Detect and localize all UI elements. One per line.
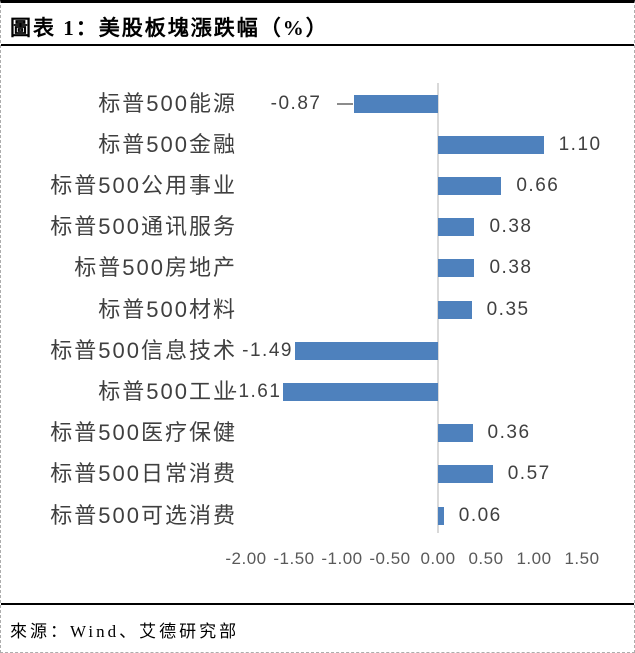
bar xyxy=(438,259,475,278)
value-label: 0.35 xyxy=(486,298,530,320)
category-label: 标普500材料 xyxy=(98,296,237,322)
bar xyxy=(354,94,438,113)
value-label: 0.38 xyxy=(489,257,533,279)
category-label: 标普500日常消费 xyxy=(50,461,237,487)
category-label: 标普500可选消费 xyxy=(50,502,237,528)
x-tick-label: -1.50 xyxy=(273,549,315,568)
value-label: 0.06 xyxy=(458,504,502,526)
x-tick-label: -0.50 xyxy=(369,549,411,568)
category-label: 标普500信息技术 xyxy=(50,337,237,363)
value-label: 1.10 xyxy=(558,133,602,155)
figure-footer: 來源：Wind、艾德研究部 xyxy=(1,603,634,652)
bar xyxy=(438,218,475,237)
x-tick-label: -1.00 xyxy=(321,549,363,568)
bar xyxy=(438,424,473,443)
figure-title: 圖表 1：美股板塊漲跌幅（%） xyxy=(10,16,329,40)
bar xyxy=(438,506,444,525)
x-tick-label: 1.00 xyxy=(516,549,552,568)
value-label: 0.38 xyxy=(489,216,533,238)
category-label: 标普500公用事业 xyxy=(50,172,237,198)
bar-chart: 标普500能源 -0.87 标普500金融 1.10 标普500公用事业 0.66 标普50… xyxy=(1,46,634,603)
value-label: -1.61 xyxy=(230,380,282,402)
source-text: 來源：Wind、艾德研究部 xyxy=(10,622,240,641)
category-label: 标普500工业 xyxy=(98,378,237,404)
label-leader-line xyxy=(337,102,354,105)
x-tick-label: 0.00 xyxy=(420,549,456,568)
x-tick-label: 1.50 xyxy=(564,549,600,568)
category-label: 标普500医疗保健 xyxy=(50,420,237,446)
category-label: 标普500能源 xyxy=(98,90,237,116)
value-label: 0.36 xyxy=(487,422,531,444)
bar xyxy=(438,135,544,154)
value-label: 0.66 xyxy=(516,174,560,196)
bar xyxy=(438,465,493,484)
x-tick-label: -2.00 xyxy=(225,549,267,568)
category-label: 标普500金融 xyxy=(98,131,237,157)
bar xyxy=(294,341,438,360)
bar xyxy=(283,382,438,401)
x-tick-label: 0.50 xyxy=(468,549,504,568)
value-label: -0.87 xyxy=(270,92,322,114)
value-label: 0.57 xyxy=(507,463,551,485)
bar xyxy=(438,176,502,195)
category-label: 标普500通讯服务 xyxy=(50,214,237,240)
figure-header: 圖表 1：美股板塊漲跌幅（%） xyxy=(1,3,634,46)
bar xyxy=(438,300,472,319)
category-label: 标普500房地产 xyxy=(74,255,237,281)
value-label: -1.49 xyxy=(242,339,293,361)
